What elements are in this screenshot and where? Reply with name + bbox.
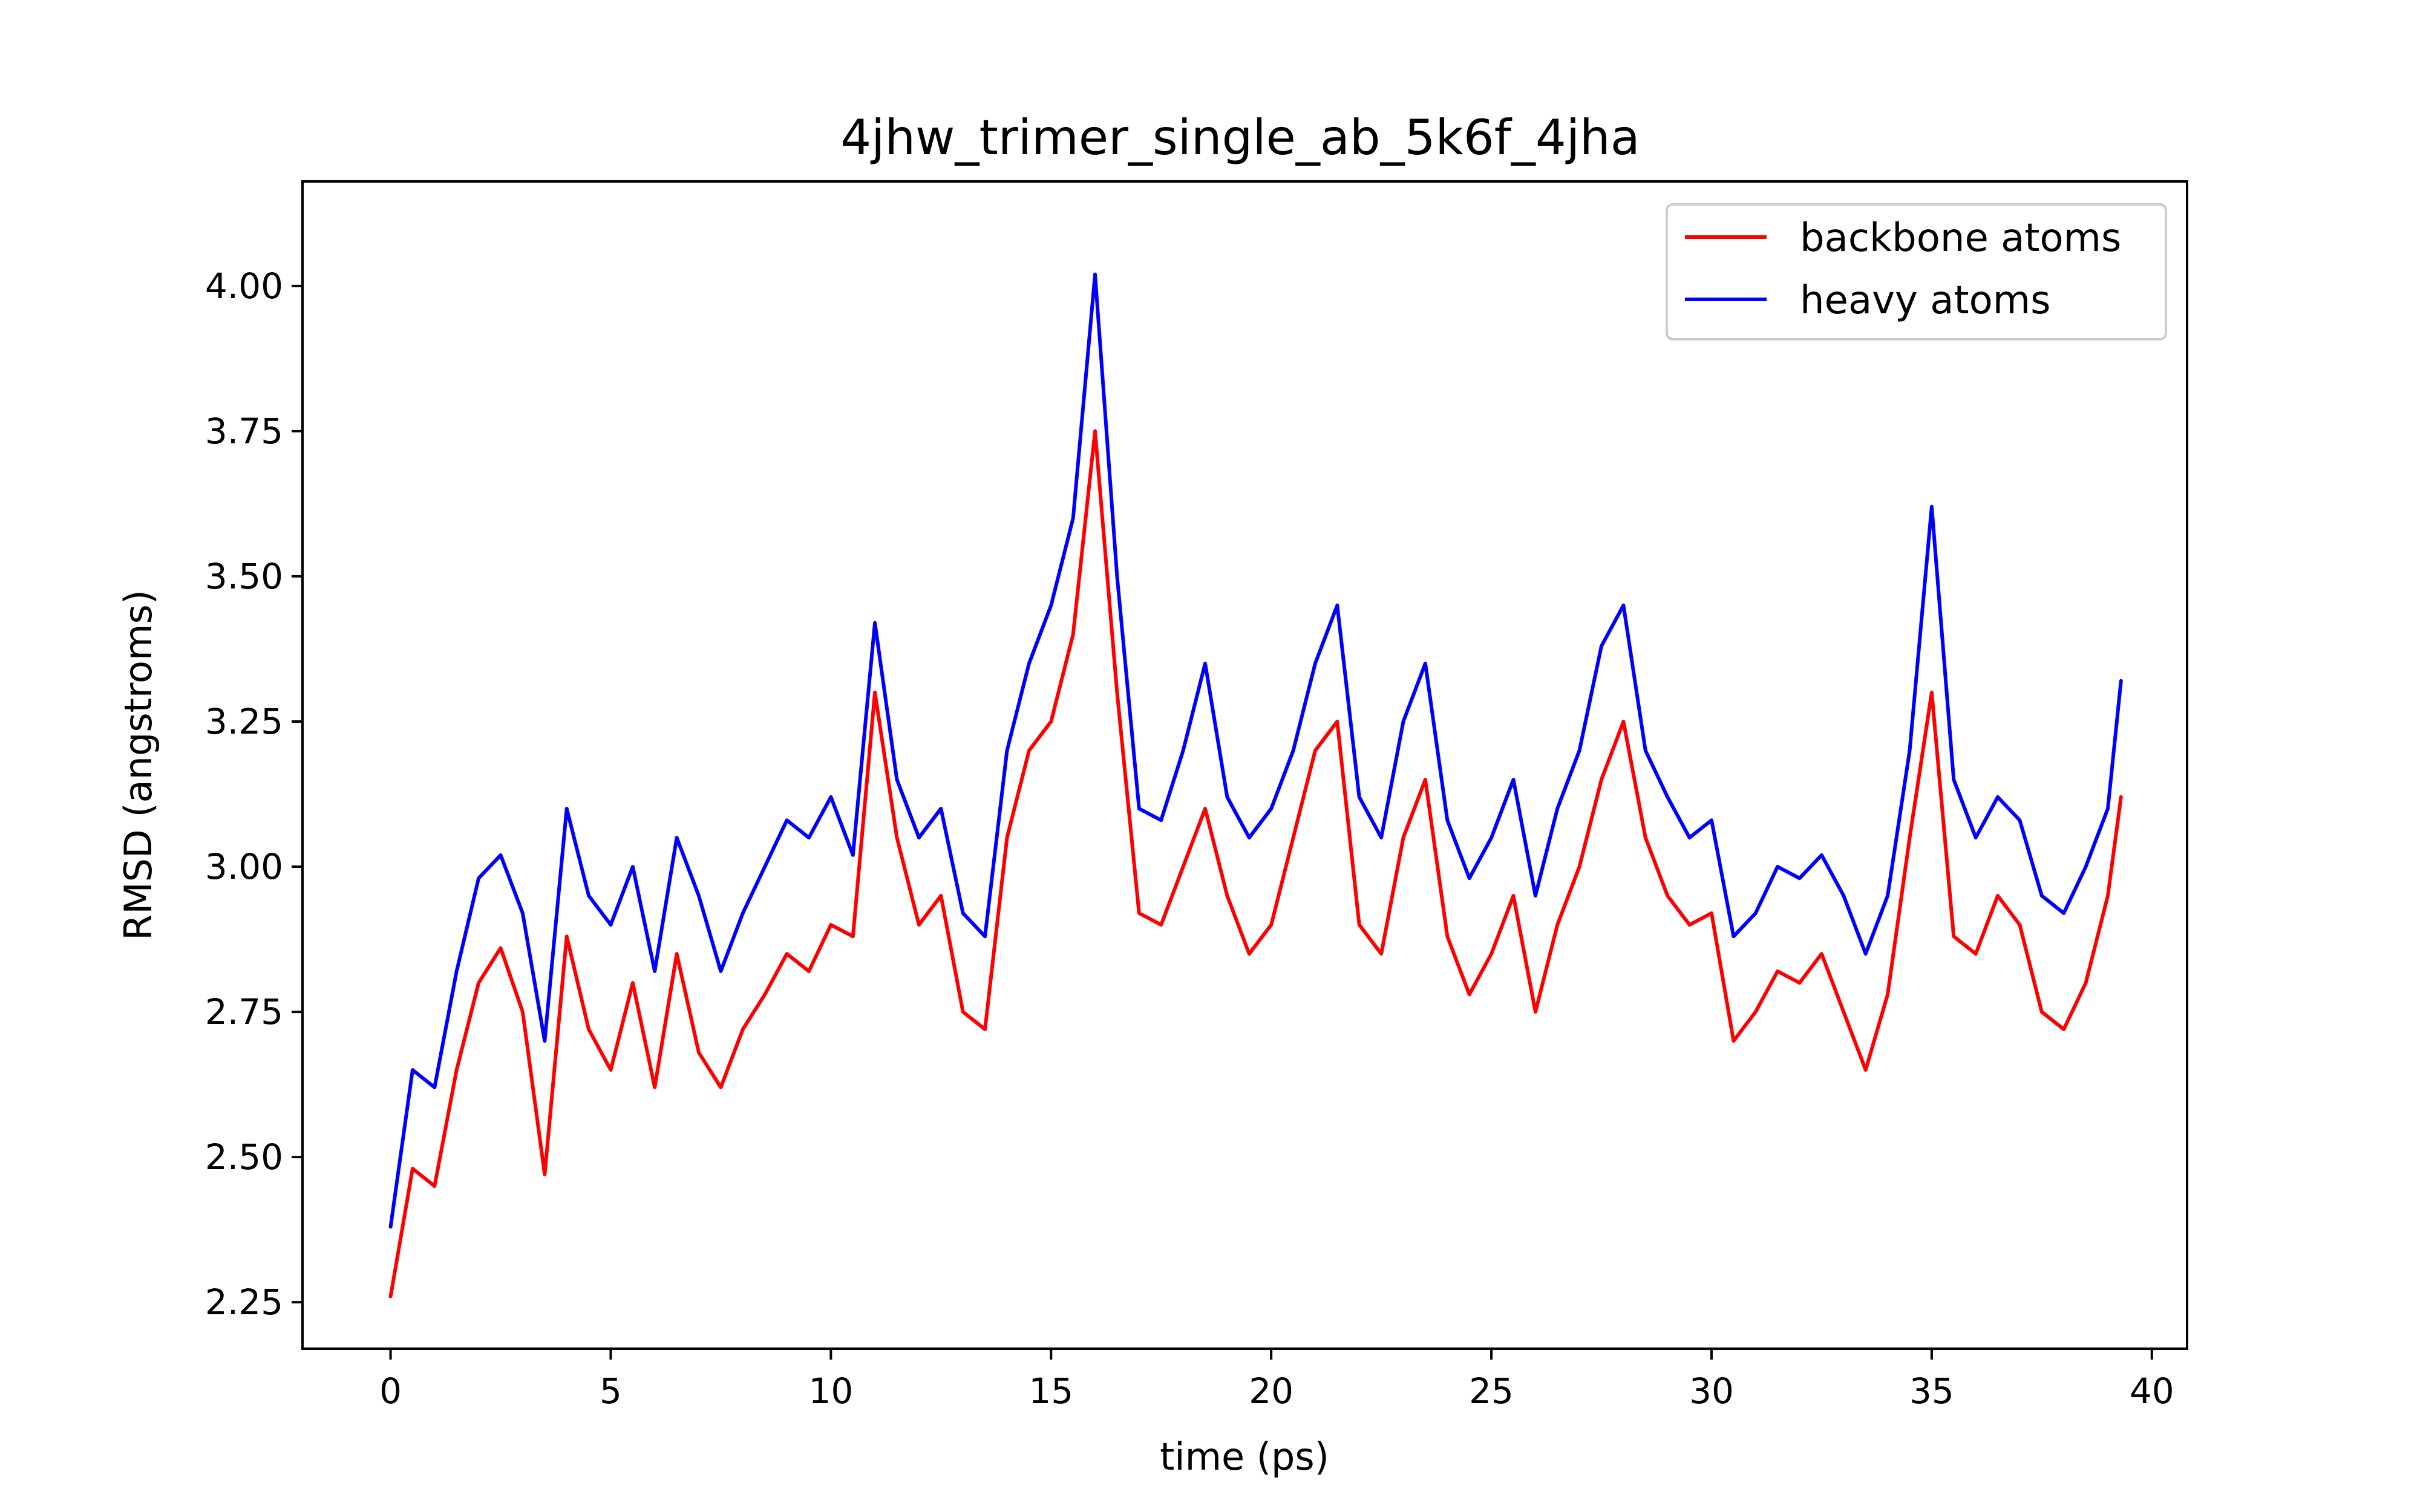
chart-title: 4jhw_trimer_single_ab_5k6f_4jha (840, 109, 1640, 166)
plot-frame (301, 180, 2188, 1350)
series-line-heavy-atoms (388, 272, 2123, 1229)
legend: backbone atoms heavy atoms (1666, 203, 2167, 341)
x-tick-label: 30 (1689, 1370, 1734, 1412)
y-tick-label: 2.25 (205, 1282, 283, 1323)
legend-box (1666, 203, 2167, 341)
y-tick-label: 3.50 (205, 556, 283, 597)
x-axis-label: time (ps) (1160, 1435, 1329, 1479)
x-tick-label: 25 (1469, 1370, 1514, 1412)
x-tick-label: 20 (1249, 1370, 1293, 1412)
x-tick-label: 5 (600, 1370, 622, 1412)
y-tick-label: 2.75 (205, 991, 283, 1032)
x-tick-label: 15 (1028, 1370, 1073, 1412)
series-line-backbone-atoms (388, 429, 2123, 1299)
y-axis: 2.25 2.50 2.75 3.00 3.25 3.50 3.75 4.00 (205, 266, 302, 1323)
y-tick-label: 3.75 (205, 411, 283, 452)
x-tick-label: 0 (379, 1370, 402, 1412)
plot-area (388, 272, 2123, 1299)
x-tick-label: 10 (808, 1370, 853, 1412)
y-tick-label: 3.25 (205, 701, 283, 742)
y-axis-label: RMSD (angstroms) (116, 590, 160, 940)
legend-label-heavy-atoms: heavy atoms (1800, 278, 2050, 323)
legend-label-backbone-atoms: backbone atoms (1800, 216, 2121, 261)
x-tick-label: 40 (2130, 1370, 2174, 1412)
y-tick-label: 4.00 (205, 266, 283, 307)
y-tick-label: 2.50 (205, 1136, 283, 1178)
y-tick-label: 3.00 (205, 846, 283, 887)
x-axis: 0 5 10 15 20 25 30 35 40 (379, 1349, 2174, 1412)
x-tick-label: 35 (1909, 1370, 1954, 1412)
